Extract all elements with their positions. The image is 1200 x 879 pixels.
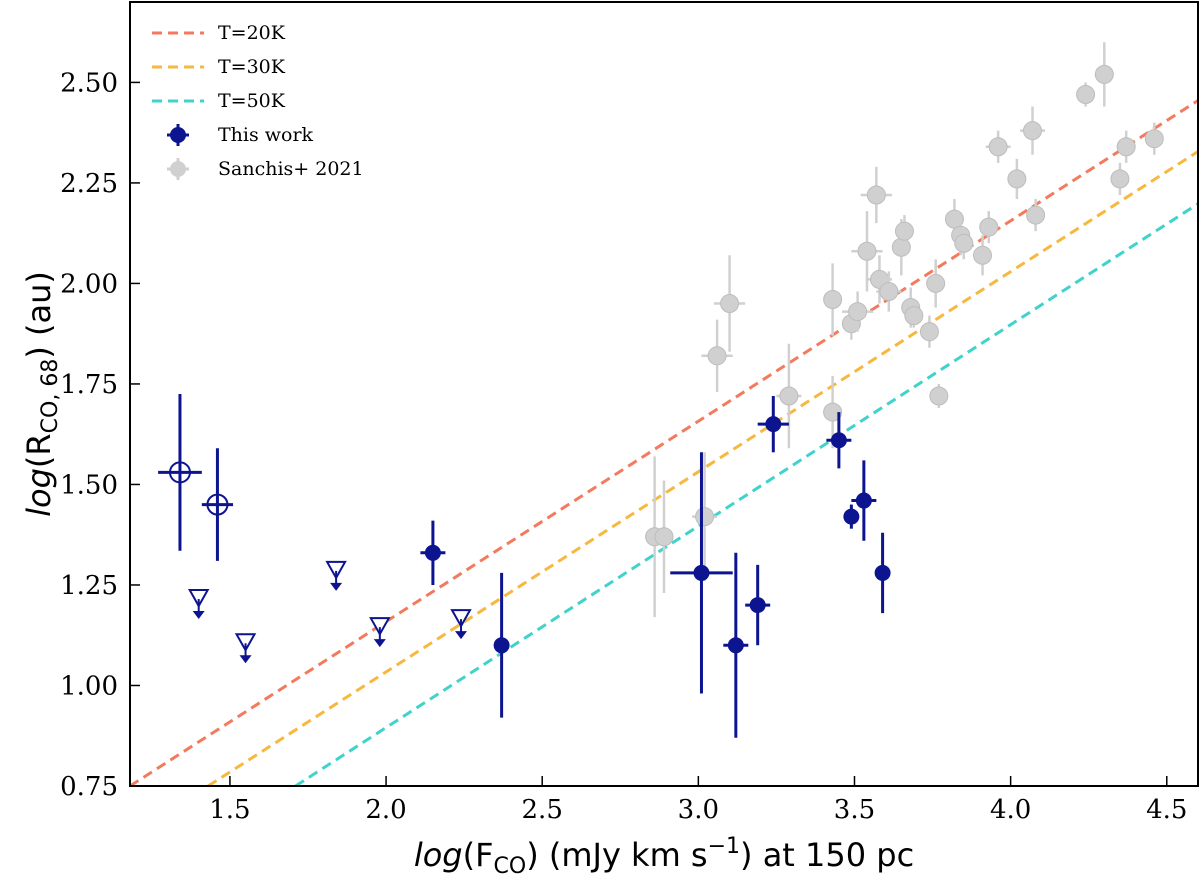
this-work-points	[158, 394, 891, 738]
sanchis-point	[894, 215, 914, 248]
sanchis-point	[876, 271, 902, 312]
sanchis-point	[1076, 82, 1096, 107]
sanchis-point	[823, 263, 843, 336]
sanchis-point	[985, 130, 1011, 163]
this-work-point	[670, 452, 733, 694]
legend-label: Sanchis+ 2021	[218, 158, 364, 180]
sanchis-point	[1116, 130, 1136, 163]
this-work-point	[874, 532, 891, 614]
upper-limit-point	[234, 633, 257, 664]
sanchis-point	[979, 211, 999, 244]
sanchis-point	[973, 235, 993, 276]
y-tick-label: 1.50	[60, 470, 118, 500]
legend-entry: This work	[167, 124, 314, 146]
model-line-1	[130, 99, 1198, 786]
y-tick-label: 1.75	[60, 370, 118, 400]
sanchis-point	[842, 291, 874, 332]
x-tick-label: 4.0	[990, 795, 1031, 825]
legend-entry: T=30K	[152, 56, 286, 78]
legend-entry: Sanchis+ 2021	[167, 158, 364, 180]
sanchis-point	[919, 315, 939, 348]
upper-limit-point	[187, 589, 210, 620]
sanchis-point	[654, 480, 674, 594]
sanchis-point	[904, 303, 924, 328]
this-work-point	[493, 572, 510, 718]
sanchis-point	[1007, 158, 1027, 200]
y-tick-label: 2.25	[60, 169, 118, 199]
model-line-2	[207, 150, 1198, 786]
sanchis-point	[701, 319, 733, 392]
this-work-point	[757, 396, 789, 453]
x-tick-label: 3.5	[834, 795, 875, 825]
x-tick-label: 1.5	[209, 795, 250, 825]
sanchis-point	[692, 452, 718, 581]
y-tick-label: 2.50	[60, 68, 118, 98]
sanchis-point	[713, 255, 746, 352]
legend-label: T=50K	[218, 90, 286, 112]
legend-label: This work	[218, 124, 314, 146]
y-tick-label: 1.25	[60, 571, 118, 601]
y-tick-label: 0.75	[60, 772, 118, 802]
open-circle-point	[158, 394, 202, 551]
x-tick-label: 4.5	[1146, 795, 1187, 825]
sanchis-point	[1026, 199, 1046, 232]
sanchis-point	[954, 227, 974, 260]
open-circle-point	[201, 448, 234, 561]
sanchis-point	[860, 166, 892, 224]
this-work-point	[826, 412, 852, 469]
legend: T=20K T=30K T=50K This work Sanchis+ 2021	[152, 22, 364, 180]
model-line-3	[294, 202, 1198, 786]
sanchis-point	[1020, 106, 1045, 155]
legend-label: T=20K	[218, 22, 286, 44]
plot-frame	[129, 1, 1199, 787]
x-tick-label: 2.0	[365, 795, 406, 825]
sanchis-point	[851, 211, 883, 292]
legend-label: T=30K	[218, 56, 286, 78]
y-tick-label: 2.00	[60, 269, 118, 299]
this-work-point	[843, 504, 860, 529]
y-axis-label: log(RCO, 68) (au)	[20, 271, 63, 517]
sanchis-point	[1110, 162, 1130, 195]
sanchis-point	[1144, 122, 1164, 155]
axis-ticks: 1.5 2.0 2.5 3.0 3.5 4.0 4.5 0.75 1.00 1.25 1.50 1.7…	[60, 68, 1187, 825]
x-axis-label: log(FCO) (mJy km s−1) at 150 pc	[414, 834, 914, 879]
upper-limit-point	[325, 560, 347, 591]
sanchis-points	[645, 42, 1164, 618]
this-work-point	[745, 564, 771, 646]
legend-entry: T=50K	[152, 90, 286, 112]
sanchis-point	[776, 343, 802, 449]
sanchis-point	[1094, 42, 1114, 107]
y-tick-label: 1.00	[60, 671, 118, 701]
sanchis-point	[926, 259, 946, 308]
upper-limit-point	[369, 617, 391, 648]
this-work-point	[723, 552, 749, 738]
model-lines	[130, 99, 1198, 786]
upper-limit-point	[450, 609, 472, 640]
x-tick-label: 3.0	[678, 795, 719, 825]
x-tick-label: 2.5	[522, 795, 563, 825]
sanchis-point	[929, 383, 949, 409]
this-work-point	[851, 460, 877, 541]
this-work-point	[420, 520, 446, 585]
legend-entry: T=20K	[152, 22, 286, 44]
